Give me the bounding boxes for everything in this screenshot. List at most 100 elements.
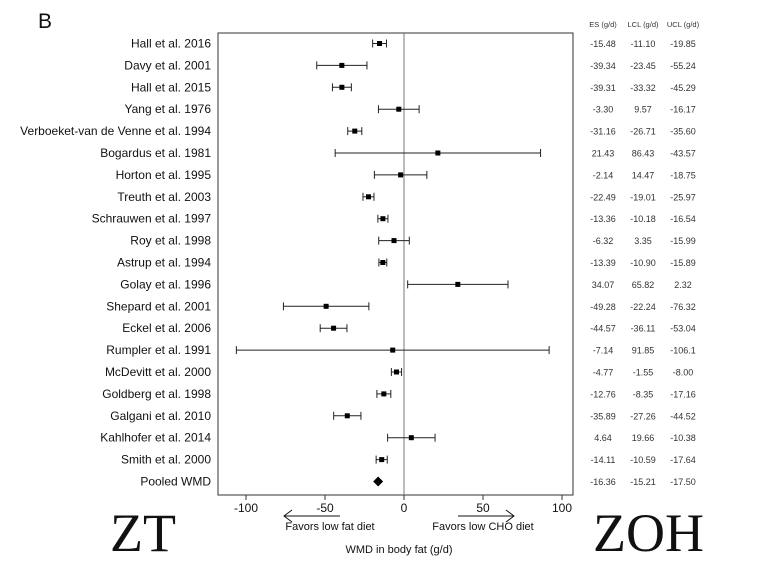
table-value-ucl: -18.75 [670, 170, 696, 180]
table-value-es: -39.31 [590, 83, 616, 93]
table-value-lcl: 91.85 [632, 346, 655, 356]
table-value-ucl: -17.64 [670, 455, 696, 465]
table-value-ucl: -16.54 [670, 214, 696, 224]
table-value-es: -31.16 [590, 127, 616, 137]
table-value-es: -22.49 [590, 192, 616, 202]
table-value-ucl: -35.60 [670, 127, 696, 137]
study-label: Rumpler et al. 1991 [106, 343, 211, 357]
effect-point [352, 128, 358, 134]
table-value-es: -13.39 [590, 258, 616, 268]
table-header: ES (g/d) LCL (g/d) UCL (g/d) [589, 20, 699, 29]
table-value-ucl: -16.17 [670, 105, 696, 115]
confidence-intervals [235, 39, 550, 487]
x-tick-label: 50 [476, 501, 490, 515]
table-header-cell: LCL (g/d) [628, 20, 659, 29]
effect-point [380, 260, 386, 265]
effect-point [393, 369, 399, 375]
pooled-diamond [373, 476, 384, 487]
table-value-ucl: -55.24 [670, 61, 696, 71]
effect-point [435, 150, 441, 156]
table-value-es: -44.57 [590, 324, 616, 334]
pooled-value-es: -16.36 [590, 477, 616, 487]
table-value-lcl: -26.71 [630, 127, 656, 137]
table-value-ucl: -25.97 [670, 192, 696, 202]
table-value-lcl: -1.55 [633, 368, 654, 378]
table-value-es: -12.76 [590, 389, 616, 399]
effect-point [408, 435, 414, 441]
x-tick-label: -100 [234, 501, 258, 515]
study-label: Hall et al. 2016 [131, 37, 211, 51]
table-value-ucl: -17.16 [670, 389, 696, 399]
table-value-ucl: -76.32 [670, 302, 696, 312]
table-value-lcl: -10.59 [630, 455, 656, 465]
effect-point [390, 347, 396, 353]
study-label: Schrauwen et al. 1997 [92, 212, 212, 226]
study-labels: Hall et al. 2016 Davy et al. 2001 Hall et … [20, 37, 211, 489]
x-axis: -100 -50 0 50 100 [234, 495, 572, 515]
study-label: Eckel et al. 2006 [122, 321, 211, 335]
study-label: Smith et al. 2000 [121, 453, 211, 467]
table-value-es: -39.34 [590, 61, 616, 71]
left-arrow-head [283, 509, 293, 523]
effect-point [339, 62, 345, 68]
effect-point [455, 281, 461, 287]
table-header-cell: UCL (g/d) [667, 20, 700, 29]
table-value-ucl: -53.04 [670, 324, 696, 334]
table-value-es: -49.28 [590, 302, 616, 312]
table-value-lcl: -23.45 [630, 61, 656, 71]
plot-frame [217, 32, 574, 496]
panel-label: B [38, 10, 53, 33]
table-value-lcl: -10.90 [630, 258, 656, 268]
table-value-es: -15.48 [590, 39, 616, 49]
table-value-ucl: -106.1 [670, 346, 696, 356]
study-label: Golay et al. 1996 [120, 277, 211, 291]
watermark-zoh: ZOH [593, 503, 704, 563]
x-tick-label: 100 [552, 501, 572, 515]
study-label: Shepard et al. 2001 [106, 299, 211, 313]
study-label: Yang et al. 1976 [124, 102, 211, 116]
table-value-ucl: -8.00 [673, 368, 694, 378]
study-label: Verboeket-van de Venne et al. 1994 [20, 124, 211, 138]
effect-point [396, 106, 402, 112]
study-label: Kahlhofer et al. 2014 [100, 431, 211, 445]
table-value-lcl: 9.57 [634, 105, 652, 115]
table-value-lcl: -10.18 [630, 214, 656, 224]
effect-point [365, 194, 371, 200]
table-value-lcl: -22.24 [630, 302, 656, 312]
study-label: Treuth et al. 2003 [117, 190, 211, 204]
table-value-lcl: -11.10 [631, 39, 656, 49]
table-value-ucl: -19.85 [670, 39, 696, 49]
favors-low-cho-label: Favors low CHO diet [432, 521, 533, 533]
table-value-es: -7.14 [593, 346, 614, 356]
table-value-es: -13.36 [590, 214, 616, 224]
table-value-lcl: 65.82 [632, 280, 655, 290]
table-header-cell: ES (g/d) [589, 20, 617, 29]
effect-point [344, 413, 350, 419]
table-value-es: -14.11 [591, 455, 616, 465]
value-table: -15.48 -11.10 -19.85 -39.34 -23.45 -55.24 -39.… [590, 39, 696, 487]
table-value-es: -6.32 [593, 236, 614, 246]
effect-point [331, 325, 337, 331]
effect-point [339, 84, 345, 90]
right-arrow-head [505, 509, 515, 523]
pooled-value-lcl: -15.21 [630, 477, 656, 487]
table-value-ucl: -15.89 [670, 258, 696, 268]
table-value-ucl: -44.52 [670, 411, 696, 421]
effect-point [380, 216, 386, 222]
table-value-es: -35.89 [590, 411, 616, 421]
effect-point [391, 238, 397, 244]
table-value-lcl: -19.01 [630, 192, 656, 202]
x-tick-label: -50 [316, 501, 334, 515]
pooled-label: Pooled WMD [140, 475, 211, 489]
table-value-es: -2.14 [593, 170, 614, 180]
table-value-es: 4.64 [594, 433, 612, 443]
table-value-lcl: -33.32 [630, 83, 656, 93]
pooled-value-ucl: -17.50 [670, 477, 696, 487]
effect-point [323, 303, 329, 309]
table-value-es: 34.07 [592, 280, 615, 290]
table-value-lcl: 86.43 [632, 149, 655, 159]
favors-low-fat-label: Favors low fat diet [285, 521, 374, 533]
study-label: Bogardus et al. 1981 [100, 146, 211, 160]
table-value-lcl: 3.35 [634, 236, 652, 246]
